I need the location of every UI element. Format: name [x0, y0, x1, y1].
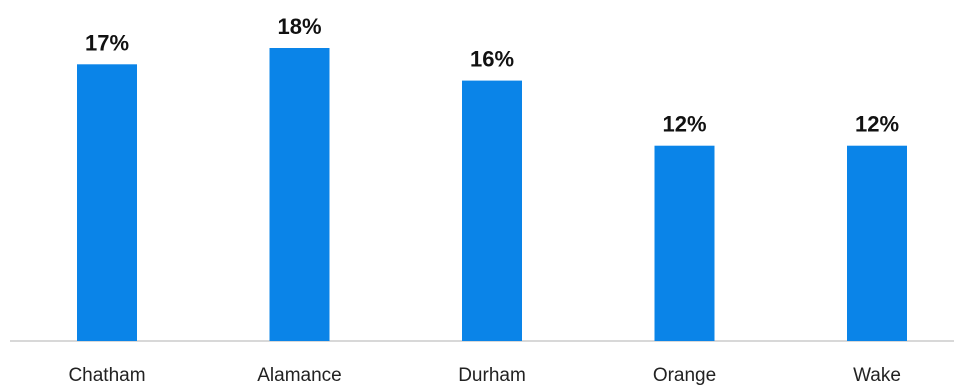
category-label-alamance: Alamance: [257, 365, 342, 386]
category-label-chatham: Chatham: [68, 365, 145, 386]
bar-wake: [847, 145, 907, 341]
value-label-chatham: 17%: [85, 30, 129, 55]
value-label-durham: 16%: [470, 47, 514, 72]
category-label-wake: Wake: [853, 365, 901, 386]
bar-chatham: [77, 64, 137, 342]
bar-alamance: [269, 48, 330, 341]
bar-durham: [462, 80, 522, 341]
value-labels-group: 17% 18% 16% 12% 12%: [85, 14, 899, 137]
value-label-alamance: 18%: [277, 14, 321, 39]
bar-orange: [654, 145, 715, 341]
value-label-wake: 12%: [855, 112, 899, 137]
bars-group: [77, 48, 907, 342]
category-labels-group: Chatham Alamance Durham Orange Wake: [68, 365, 900, 386]
category-label-durham: Durham: [458, 365, 526, 386]
value-label-orange: 12%: [662, 112, 706, 137]
category-label-orange: Orange: [653, 365, 716, 386]
